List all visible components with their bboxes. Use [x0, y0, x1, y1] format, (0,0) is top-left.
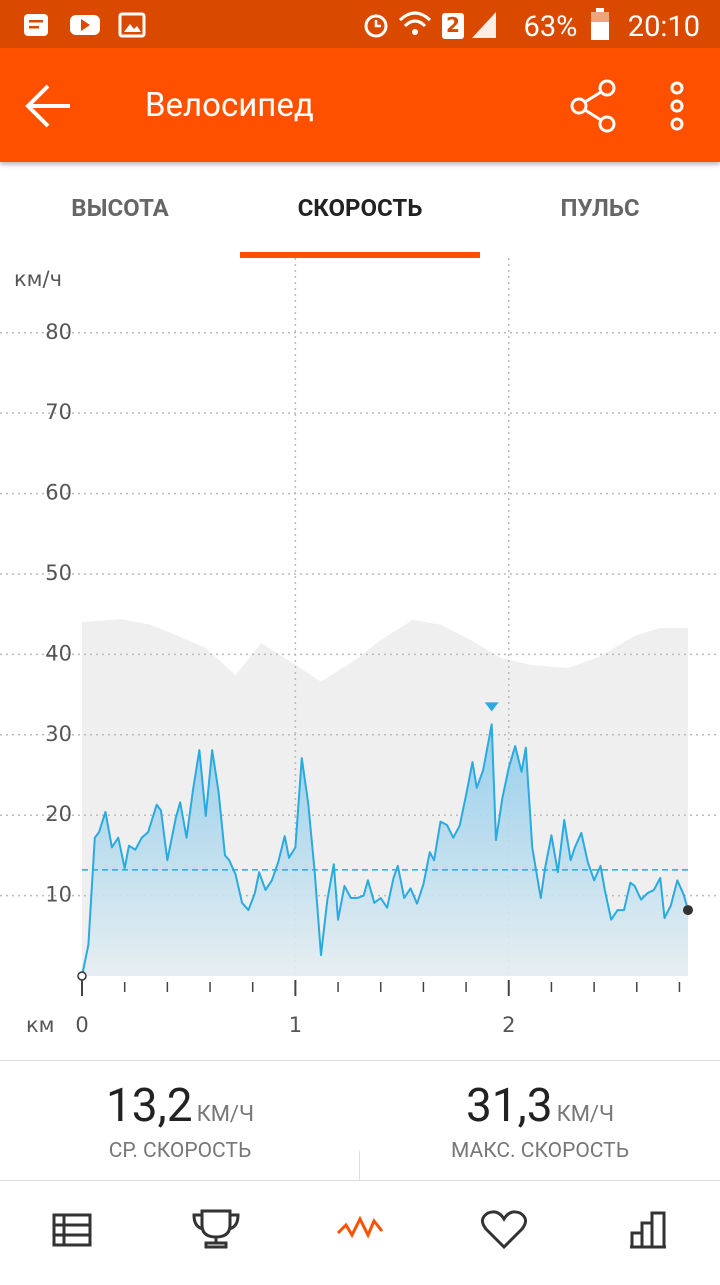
y-axis-label: км/ч: [14, 267, 62, 291]
stats-panel: 13,2 КМ/Ч СР. СКОРОСТЬ 31,3 КМ/Ч МАКС. СКО…: [0, 1060, 720, 1181]
tabs: ВЫСОТА СКОРОСТЬ ПУЛЬС: [0, 162, 720, 258]
speed-chart: км/ч км 10 20 30 40 50 60 70 80 0 1 2: [0, 258, 720, 1037]
stat-unit: КМ/Ч: [196, 1102, 255, 1127]
speed-area: [82, 724, 688, 976]
tab-active[interactable]: СКОРОСТЬ: [297, 194, 423, 222]
avg-stat: 13,2 КМ/Ч СР. СКОРОСТЬ: [0, 1079, 360, 1163]
y-tick-label: 10: [45, 883, 72, 907]
toolbar: Велосипед: [0, 48, 720, 162]
clock: 20:10: [627, 10, 700, 44]
bottom-nav: [0, 1180, 720, 1281]
y-tick-label: 60: [45, 481, 72, 505]
y-tick-label: 50: [45, 561, 72, 585]
share-button[interactable]: [565, 76, 625, 136]
nav-trophy[interactable]: [192, 1209, 240, 1249]
status-bar: 2 63% 20:10: [0, 0, 720, 48]
nav-table[interactable]: [52, 1213, 92, 1247]
y-tick-label: 30: [45, 722, 72, 746]
x-tick-label: 0: [75, 1013, 88, 1037]
x-tick-label: 1: [289, 1013, 302, 1037]
nav-heart[interactable]: [481, 1210, 527, 1250]
stat-value: 31,3: [465, 1079, 553, 1133]
tab[interactable]: ВЫСОТА: [71, 194, 169, 222]
y-tick-label: 40: [45, 641, 72, 665]
status-right: 63% 20:10: [524, 8, 700, 44]
max-marker: [484, 702, 499, 712]
nav-stats[interactable]: [630, 1211, 666, 1249]
battery-percent: 63%: [523, 10, 578, 44]
nav-activity[interactable]: [336, 1215, 384, 1239]
y-tick-label: 80: [45, 320, 72, 344]
x-axis-label: км: [26, 1013, 55, 1037]
nav-icons: [52, 1209, 666, 1250]
start-point: [77, 971, 87, 981]
stat-value: 13,2: [105, 1079, 193, 1133]
toolbar-title: Велосипед: [145, 86, 314, 125]
stat-caption: СР. СКОРОСТЬ: [108, 1139, 252, 1163]
battery-icon: [590, 8, 609, 40]
end-point: [682, 905, 693, 916]
sim-number: 2: [446, 13, 460, 37]
speed-line: [81, 723, 689, 977]
max-stat: 31,3 КМ/Ч МАКС. СКОРОСТЬ: [360, 1079, 720, 1163]
divider: [359, 1151, 360, 1181]
menu-button[interactable]: [662, 76, 692, 136]
notification-icons: [24, 12, 146, 38]
system-icons: 2: [364, 11, 496, 39]
y-tick-label: 20: [45, 802, 72, 826]
tab-indicator: [240, 252, 480, 258]
tab[interactable]: ПУЛЬС: [560, 194, 640, 222]
y-tick-label: 70: [45, 400, 72, 424]
stat-unit: КМ/Ч: [556, 1102, 615, 1127]
back-button[interactable]: [20, 76, 80, 136]
x-tick-label: 2: [502, 1013, 515, 1037]
stat-caption: МАКС. СКОРОСТЬ: [450, 1139, 630, 1163]
